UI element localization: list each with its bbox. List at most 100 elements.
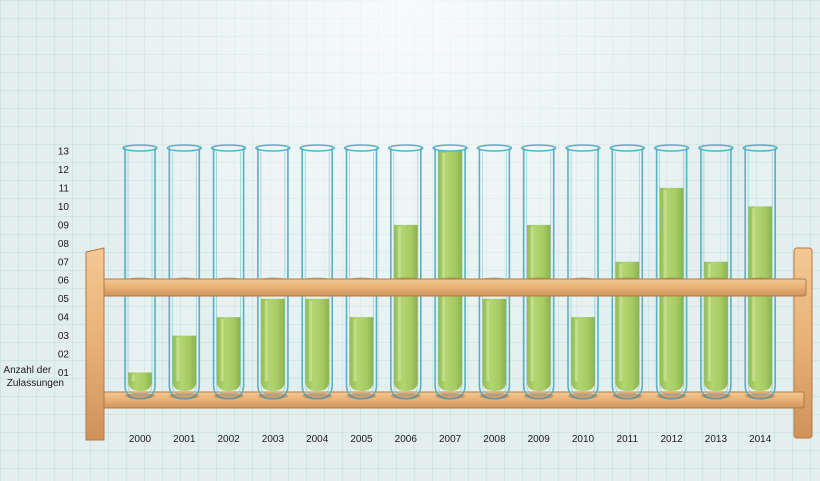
x-tick-label: 2002 <box>217 434 240 445</box>
base-shadow-2012 <box>656 393 687 399</box>
tube-glass-inner-2011 <box>614 152 640 396</box>
y-tick-label: 13 <box>58 147 70 158</box>
tube-rim-2012 <box>653 144 690 152</box>
test-tube-2013 <box>698 144 734 400</box>
x-tick-label: 2012 <box>660 434 683 445</box>
test-tube-2004 <box>299 144 336 400</box>
bar-highlight-2009 <box>530 226 534 381</box>
x-tick-label: 2014 <box>749 434 772 445</box>
x-tick-label: 2009 <box>528 434 551 445</box>
bar-highlight-2004 <box>309 300 313 381</box>
tube-rim-2000 <box>122 144 158 152</box>
tube-glass-inner-2008 <box>482 152 507 396</box>
tube-rim-2013 <box>698 144 734 152</box>
x-tick-label: 2005 <box>350 434 373 445</box>
x-tick-label: 2007 <box>439 434 462 445</box>
base-shadow-2004 <box>302 393 333 399</box>
base-shadow-2014 <box>745 393 776 399</box>
tube-glass-2008 <box>478 148 511 400</box>
tube-glass-2009 <box>522 148 555 400</box>
x-tick-label: 2008 <box>483 434 506 445</box>
bar-highlight-2010 <box>575 319 578 381</box>
base-shadow-2006 <box>390 393 421 399</box>
tube-rim-2008 <box>476 144 513 152</box>
base-shadow-2009 <box>523 393 554 399</box>
tube-glass-inner-2005 <box>349 152 374 396</box>
test-tube-2003 <box>255 144 291 400</box>
x-tick-label: 2004 <box>306 434 329 445</box>
rack-right-post <box>793 247 813 439</box>
tube-glass-2006 <box>390 148 422 400</box>
y-tick-label: 04 <box>58 313 70 324</box>
base-shadow-2003 <box>257 393 288 399</box>
rack-top-bar <box>93 278 807 297</box>
rack-front <box>85 247 807 441</box>
x-axis-labels: 2000 2001 2002 2003 2004 2005 2006 2007 2008 2009… <box>129 434 772 445</box>
base-shadow-2013 <box>700 393 731 399</box>
test-tube-2008 <box>476 144 513 400</box>
tube-glass-inner-2013 <box>703 152 729 396</box>
tube-glass-2013 <box>700 148 732 400</box>
y-axis-title: Anzahl der Zulassungen <box>3 365 64 389</box>
tube-rim-2003 <box>255 144 291 152</box>
y-tick-label: 07 <box>58 257 70 268</box>
test-tube-2011 <box>609 144 646 400</box>
test-tube-2012 <box>653 144 690 400</box>
tube-glass-inner-2007 <box>437 152 463 396</box>
tube-glass-inner-2000 <box>127 152 153 396</box>
tube-glass-2000 <box>124 148 156 400</box>
y-tick-label: 05 <box>58 294 70 305</box>
y-axis-title-line-1: Anzahl der <box>3 365 51 376</box>
base-shadow-2005 <box>346 393 377 399</box>
base-shadow-2002 <box>213 393 244 399</box>
y-tick-label: 12 <box>58 165 70 176</box>
tube-rim-2014 <box>742 144 779 152</box>
test-tube-2001 <box>166 144 203 400</box>
tube-rim-2010 <box>565 144 601 152</box>
bar-highlight-2000 <box>132 374 135 381</box>
test-tube-2009 <box>520 144 557 400</box>
y-tick-label: 11 <box>59 183 70 194</box>
base-shadow-2010 <box>568 393 598 399</box>
tube-glass-2010 <box>567 148 599 400</box>
bar-highlight-2008 <box>486 300 490 381</box>
bar-highlight-2013 <box>707 263 711 381</box>
tube-rim-2004 <box>299 144 336 152</box>
test-tube-2010 <box>565 144 601 400</box>
tube-glass-inner-2003 <box>260 152 286 396</box>
rack-left-post <box>85 247 105 441</box>
tube-glass-inner-2010 <box>570 152 596 396</box>
base-shadow-2000 <box>125 393 155 399</box>
x-tick-label: 2010 <box>572 434 595 445</box>
tube-glass-2004 <box>301 148 333 400</box>
tube-glass-inner-2006 <box>393 152 419 396</box>
y-tick-label: 08 <box>58 239 70 250</box>
x-tick-label: 2001 <box>173 434 196 445</box>
bar-highlight-2007 <box>442 153 446 381</box>
tube-glass-2007 <box>434 148 466 400</box>
test-tube-2007 <box>432 144 468 400</box>
tube-rim-2005 <box>343 144 380 152</box>
y-axis-title-line-2: Zulassungen <box>7 378 64 389</box>
base-shadow-2007 <box>435 393 466 399</box>
base-shadow-2001 <box>169 393 200 399</box>
test-tube-2005 <box>343 144 380 400</box>
base-shadow-2008 <box>479 393 510 399</box>
tube-group <box>122 144 779 400</box>
tube-rim-2001 <box>166 144 203 152</box>
tube-glass-inner-2004 <box>304 152 330 396</box>
tube-rim-2009 <box>520 144 557 152</box>
tube-rim-2006 <box>387 144 424 152</box>
tube-glass-inner-2002 <box>216 152 241 396</box>
rack-back <box>93 247 813 439</box>
tube-glass-2002 <box>212 148 245 400</box>
bar-highlight-2005 <box>353 319 357 381</box>
test-tube-2006 <box>387 144 424 400</box>
x-tick-label: 2013 <box>705 434 728 445</box>
y-tick-label: 06 <box>58 276 70 287</box>
x-tick-label: 2006 <box>395 434 418 445</box>
tube-glass-2003 <box>257 148 289 400</box>
tube-glass-2001 <box>168 148 201 400</box>
tube-glass-inner-2014 <box>747 152 773 396</box>
tube-rim-2002 <box>210 144 247 152</box>
